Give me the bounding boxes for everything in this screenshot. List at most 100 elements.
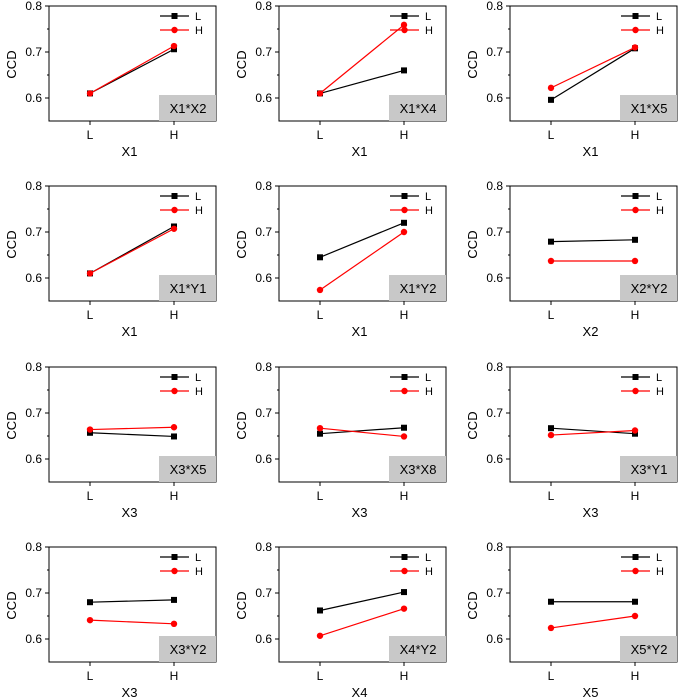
point-H-H [170,424,178,431]
legend-label-H: H [656,566,664,578]
interaction-label-box [159,636,216,662]
legend-marker-L [171,193,178,199]
y-tick-label: 0.7 [25,225,42,239]
y-tick-label: 0.7 [486,406,503,420]
point-H-L [86,270,94,277]
y-tick-label: 0.6 [255,632,272,646]
legend-label-L: L [425,11,431,23]
x-axis-label: X3 [583,505,599,520]
legend-label-L: L [425,552,431,564]
series-line-H [319,24,405,94]
legend-label-H: H [425,566,433,578]
interaction-label-box [389,275,446,301]
axes-frame [48,5,217,122]
x-tick-label: H [631,669,640,683]
point-H-H [170,42,178,50]
y-tick-label: 0.7 [486,45,503,59]
legend-label-H: H [195,386,203,398]
y-tick-label: 0.8 [25,179,42,193]
y-axis-label: CCD [465,50,480,78]
y-axis-label: CCD [234,50,249,78]
y-axis-label: CCD [234,230,249,258]
series-line-L [319,69,405,94]
point-H-L [316,286,324,294]
axes-frame [48,546,217,663]
y-tick-label: 0.8 [255,540,272,554]
point-L-L [87,599,93,606]
point-H-L [547,431,555,439]
point-H-L [316,632,324,639]
y-tick-label: 0.8 [25,360,42,374]
legend-marker-L [171,374,178,380]
point-L-L [548,425,554,432]
interaction-label: X1*X5 [631,101,668,116]
legend-marker-L [401,554,408,560]
series-line-H [550,615,636,629]
legend-label-L: L [656,191,662,203]
point-H-L [316,90,324,97]
x-tick-label: H [170,128,179,142]
interaction-label-box [620,275,677,301]
legend-label-L: L [195,552,201,564]
series-line-H [319,608,405,637]
axes-frame [509,5,678,122]
x-axis-label: X3 [352,505,368,520]
point-H-H [400,228,408,236]
axes-frame [278,366,447,483]
y-tick-label: 0.8 [255,360,272,374]
legend-marker-L [401,193,408,199]
x-axis-label: X1 [122,144,138,159]
axes-frame [278,546,447,663]
legend-marker-L [632,193,639,199]
x-tick-label: L [317,669,324,683]
point-L-H [632,236,638,243]
y-tick-label: 0.6 [486,632,503,646]
legend-marker-H [171,387,178,395]
legend-marker-H [401,26,408,34]
interaction-label-box [389,95,446,121]
point-H-H [631,44,639,51]
point-H-H [400,433,408,440]
axes-frame [509,366,678,483]
legend-label-H: H [425,386,433,398]
x-tick-label: L [87,489,94,503]
legend-label-L: L [656,552,662,564]
point-L-H [401,424,407,431]
legend-label-L: L [195,11,201,23]
y-tick-label: 0.8 [486,360,503,374]
legend-marker-L [632,554,639,560]
point-L-L [317,254,323,261]
y-axis-label: CCD [234,411,249,439]
y-tick-label: 0.6 [255,452,272,466]
interaction-label-box [159,456,216,482]
point-L-H [171,46,177,53]
series-line-H [89,619,175,625]
interaction-label: X3*X5 [170,462,207,477]
x-axis-label: X3 [122,505,138,520]
y-axis-label: CCD [465,411,480,439]
y-tick-label: 0.7 [25,406,42,420]
x-tick-label: H [400,489,409,503]
y-axis-label: CCD [465,591,480,619]
x-tick-label: L [548,308,555,322]
x-axis-label: X1 [122,324,138,339]
legend-marker-L [401,374,408,380]
y-tick-label: 0.8 [486,540,503,554]
series-line-L [550,427,636,435]
y-tick-label: 0.6 [486,271,503,285]
axes-frame [509,546,678,663]
y-tick-label: 0.8 [255,0,272,13]
point-L-H [171,596,177,603]
point-H-H [400,21,408,29]
point-L-L [87,429,93,436]
point-L-H [401,219,407,226]
legend-marker-H [401,567,408,575]
series-line-H [319,231,405,291]
y-tick-label: 0.7 [255,406,272,420]
